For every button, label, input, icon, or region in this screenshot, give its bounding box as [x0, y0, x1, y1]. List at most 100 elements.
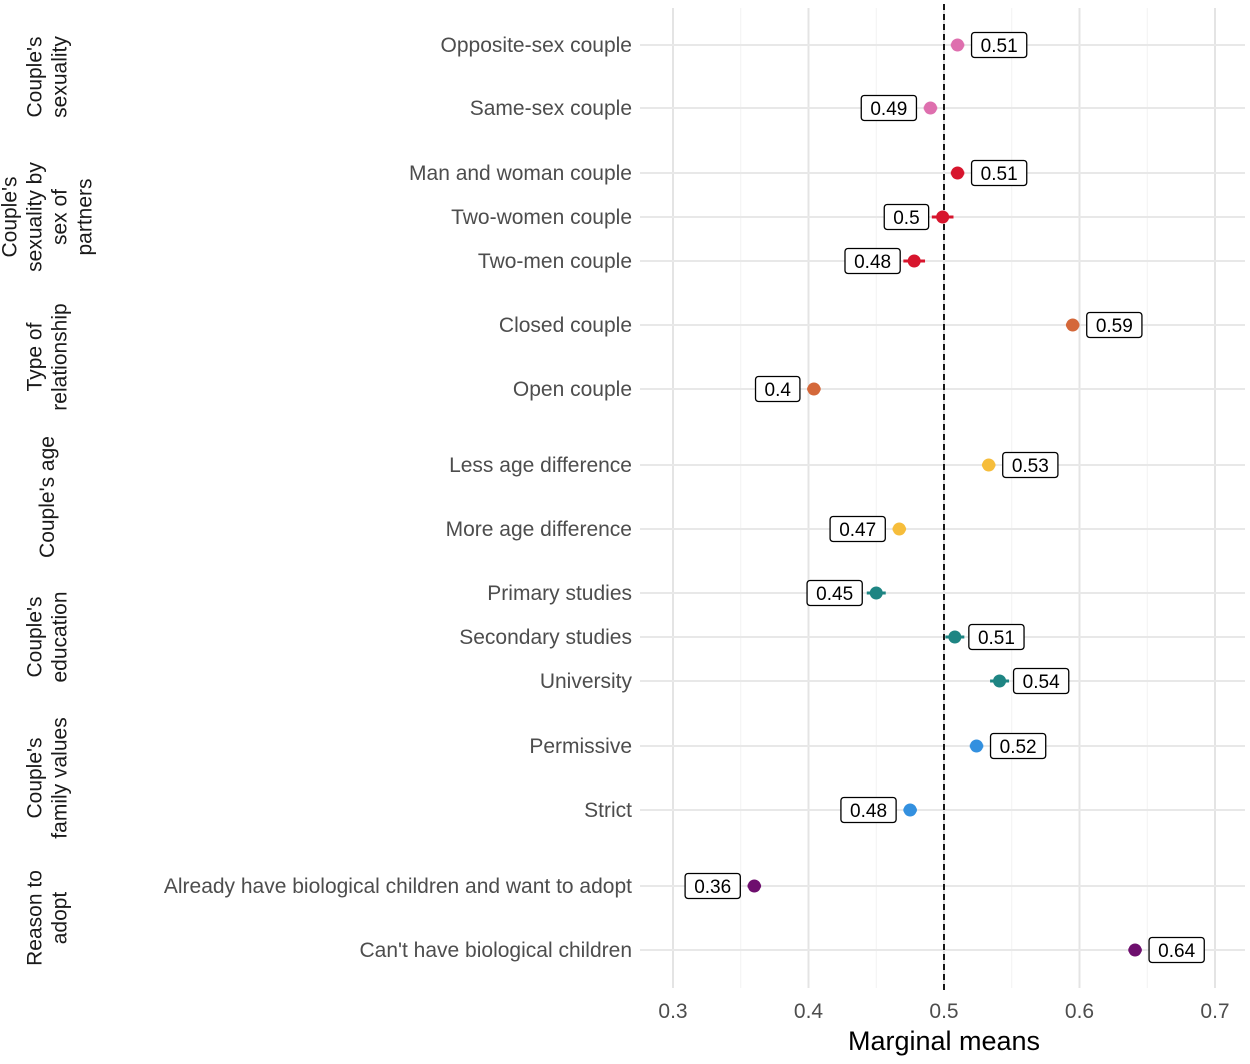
group-label-line: sexuality by [24, 162, 47, 272]
group-label-line: partners [74, 178, 97, 255]
data-label-box [1002, 451, 1059, 479]
data-label: 0.51 [968, 623, 1025, 651]
point [1066, 318, 1080, 332]
data-label-text: 0.51 [981, 36, 1018, 57]
data-label: 0.53 [1002, 451, 1059, 479]
data-label: 0.54 [1012, 667, 1070, 695]
group-label-line: Couple's [24, 596, 47, 677]
data-marks: 0.51 0.49 0.51 0.5 0.48 0.59 0.4 0.53 0.47 0.45 0.… [684, 31, 1205, 964]
point [948, 630, 962, 644]
category-label: Closed couple [499, 314, 632, 337]
group-label: Couple'sfamily values [24, 717, 72, 838]
data-label-text: 0.49 [870, 99, 907, 120]
point [936, 210, 950, 224]
data-label-box [968, 623, 1025, 651]
category-label: Primary studies [487, 582, 632, 605]
group-label: Couple's age [36, 436, 59, 558]
category-label: Strict [584, 799, 632, 822]
data-label-box [844, 247, 901, 275]
x-tick-label: 0.6 [1065, 1000, 1094, 1023]
group-label-line: sexuality [49, 36, 72, 118]
data-label: 0.36 [684, 872, 741, 900]
data-label-text: 0.47 [839, 520, 876, 541]
data-label-text: 0.59 [1096, 316, 1133, 337]
point [869, 586, 883, 600]
data-label-text: 0.51 [978, 628, 1015, 649]
data-label: 0.47 [829, 515, 886, 543]
point [923, 101, 937, 115]
group-label-line: Couple's [0, 176, 22, 257]
x-axis-title: Marginal means [848, 1026, 1040, 1056]
category-label: Less age difference [449, 454, 632, 477]
x-tick-label: 0.4 [794, 1000, 824, 1023]
group-label: Couple'ssexuality bysex ofpartners [0, 162, 97, 272]
point [982, 458, 996, 472]
point [903, 803, 917, 817]
data-label-text: 0.64 [1158, 941, 1195, 962]
group-label: Type ofrelationship [24, 303, 72, 410]
data-label-box [989, 732, 1047, 760]
group-label: Couple'ssexuality [24, 36, 72, 118]
category-label: Two-men couple [478, 250, 632, 273]
point [892, 522, 906, 536]
data-label: 0.51 [970, 31, 1028, 59]
point [993, 674, 1007, 688]
data-label-box [684, 872, 741, 900]
data-label-text: 0.51 [981, 164, 1018, 185]
data-label-box [970, 159, 1028, 187]
data-label-text: 0.36 [694, 877, 731, 898]
group-label: Couple'seducation [24, 591, 72, 682]
x-tick-label: 0.7 [1200, 1000, 1229, 1023]
point [970, 739, 984, 753]
group-label-line: Reason to [24, 870, 47, 966]
point [951, 166, 965, 180]
data-label-box [840, 796, 897, 824]
category-label: Opposite-sex couple [441, 34, 632, 57]
category-label: More age difference [446, 518, 632, 541]
data-label-box [1086, 311, 1143, 339]
point [951, 38, 965, 52]
data-label-text: 0.45 [816, 584, 853, 605]
data-label: 0.59 [1086, 311, 1143, 339]
data-label-text: 0.4 [765, 380, 792, 401]
data-label-box [754, 375, 801, 403]
category-labels: Opposite-sex couple Same-sex couple Man an… [164, 34, 633, 962]
gridlines [640, 8, 1245, 988]
group-label-line: Couple's age [36, 436, 59, 558]
group-label-line: family values [49, 717, 72, 838]
data-label: 0.49 [860, 94, 918, 122]
data-label-box [829, 515, 886, 543]
category-label: University [540, 670, 633, 693]
data-label-text: 0.48 [854, 252, 891, 273]
group-label-line: relationship [49, 303, 72, 410]
group-label-line: Type of [24, 322, 47, 391]
data-label-text: 0.54 [1023, 672, 1060, 693]
data-label: 0.48 [844, 247, 901, 275]
data-label-box [1148, 936, 1205, 964]
x-tick-label: 0.5 [929, 1000, 958, 1023]
data-label: 0.51 [970, 159, 1028, 187]
data-label: 0.48 [840, 796, 897, 824]
data-label: 0.64 [1148, 936, 1205, 964]
data-label: 0.5 [883, 203, 930, 231]
point [747, 879, 761, 893]
data-label: 0.45 [806, 579, 863, 607]
category-label: Permissive [529, 735, 632, 758]
data-label-box [860, 94, 918, 122]
x-tick-label: 0.3 [658, 1000, 687, 1023]
group-label-line: adopt [49, 892, 72, 945]
point [907, 254, 921, 268]
data-label-text: 0.53 [1012, 456, 1049, 477]
point [807, 382, 821, 396]
category-label: Secondary studies [459, 626, 632, 649]
group-label: Reason toadopt [24, 870, 72, 966]
point [1128, 943, 1142, 957]
group-label-line: Couple's [24, 737, 47, 818]
data-label-text: 0.52 [1000, 737, 1037, 758]
data-label: 0.4 [754, 375, 801, 403]
category-label: Same-sex couple [470, 97, 632, 120]
category-label: Already have biological children and wan… [164, 875, 632, 898]
data-label-box [970, 31, 1028, 59]
data-label-box [883, 203, 930, 231]
